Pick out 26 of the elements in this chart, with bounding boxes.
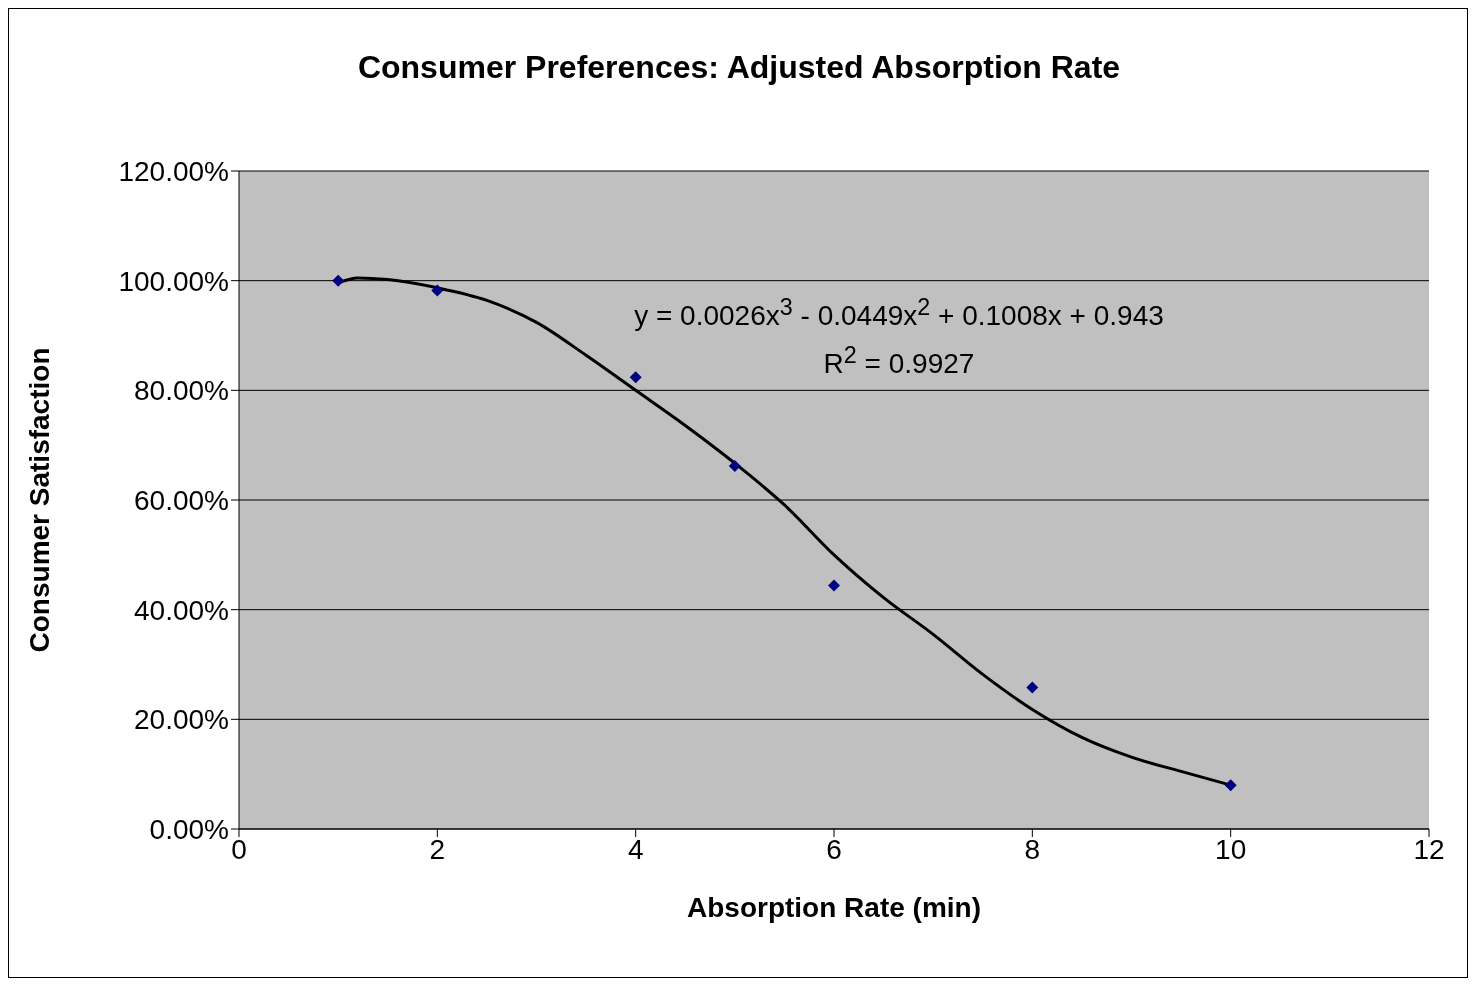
y-tick-label: 80.00% <box>134 375 229 407</box>
x-tick-label: 6 <box>826 833 842 865</box>
point <box>332 274 345 287</box>
y-axis-title: Consumer Satisfaction <box>23 347 55 653</box>
x-tick-label: 10 <box>1215 833 1247 865</box>
point <box>431 284 444 297</box>
point <box>828 579 840 592</box>
y-tick-label: 100.00% <box>118 265 229 297</box>
x-tick-label: 12 <box>1413 833 1445 865</box>
chart-title: Consumer Preferences: Adjusted Absorption Rate <box>356 49 1122 86</box>
x-tick-label: 2 <box>429 833 446 865</box>
x-tick-label: 4 <box>627 833 644 865</box>
point <box>1224 779 1237 792</box>
annotation: y = 0.0026x$^{3}$ - 0.0449x$^{2}$ + 0.1008x + 0.943 <box>633 294 1165 333</box>
y-tick-label: 60.00% <box>134 484 229 516</box>
x-tick-label: 8 <box>1024 833 1041 865</box>
point <box>1026 681 1039 694</box>
y-tick-label: 40.00% <box>134 594 229 626</box>
point <box>728 460 741 472</box>
x-axis-title: Absorption Rate (min) <box>687 892 981 923</box>
y-tick-label: 20.00% <box>134 704 229 736</box>
y-tick-label: 120.00% <box>118 155 229 187</box>
point <box>629 371 642 384</box>
annotation: R$^{2}$ = 0.9927 <box>822 342 976 381</box>
x-tick-label: 0 <box>231 833 247 865</box>
y-tick-label: 0.00% <box>149 813 229 845</box>
